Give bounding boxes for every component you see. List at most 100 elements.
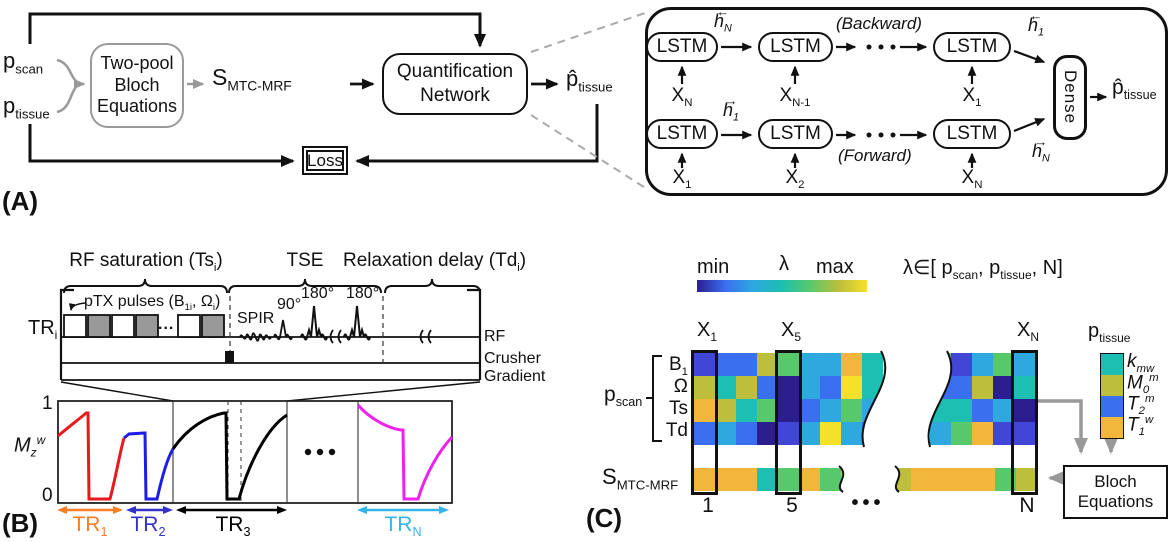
h-forward-1-label: → h1 (723, 94, 740, 124)
heatmap-cell (736, 422, 757, 445)
legend-swatch-m0m (1101, 375, 1123, 396)
heatmap-cell (736, 376, 757, 399)
heatmap-cell (820, 422, 841, 445)
heatmap-cell (799, 468, 820, 491)
legend-label-t1w: T1w (1127, 414, 1154, 439)
ptx-pulse-boxes (63, 314, 225, 338)
ptx-pulse-box-white (177, 314, 201, 338)
zoom-line-right (286, 381, 481, 402)
heatmap-cell (736, 399, 757, 422)
heatmap-cell (932, 468, 953, 491)
mz-curve-trN (356, 404, 454, 501)
ptx-label-arrow (68, 302, 87, 311)
h-forward-N-label: → hN (1032, 135, 1050, 165)
h-label-text: hN (714, 11, 732, 35)
heatmap-cell (715, 399, 736, 422)
spir-pulse (239, 332, 272, 342)
loss-box: Loss (302, 146, 348, 175)
heatmap-cell (930, 399, 951, 422)
heatmap-cell (820, 468, 841, 491)
heatmap-cell (820, 353, 841, 376)
heatmap-cell (930, 376, 951, 399)
legend-label-m0m: M0m (1127, 372, 1159, 397)
heatmap-cell (757, 468, 778, 491)
heatmap-cell (951, 376, 972, 399)
ptx-pulse-box-gray (87, 314, 111, 338)
heatmap-cell (993, 376, 1014, 399)
network-box-line: Quantification (396, 61, 514, 83)
heatmap-cell (862, 468, 883, 491)
pulse-90 (273, 319, 293, 341)
heatmap-cell (951, 399, 972, 422)
relax-brace (384, 278, 481, 294)
row-label-td: Td (665, 420, 688, 441)
crusher-gradient-blip (225, 351, 234, 363)
axis-tick-N: N (1019, 494, 1035, 517)
phat-tissue-label: p̂tissue (566, 66, 613, 95)
heatmap-to-bloch-arrow (1038, 399, 1088, 455)
lstm-box-backward-3: LSTM (933, 32, 1011, 62)
tse-section-label: TSE (286, 250, 324, 271)
heatmap-cell (841, 376, 862, 399)
heatmap-cell (953, 468, 974, 491)
zoom-line-left (60, 381, 174, 402)
merge-curve-bottom (56, 86, 78, 114)
heatmap-cell (694, 353, 715, 376)
ptx-pulse-box-gray (201, 314, 225, 338)
tr3-span-label: TR3 (215, 513, 251, 540)
heatmap-cell (930, 353, 951, 376)
ptx-pulses-label: pTX pulses (B1i, Ωi) (84, 293, 221, 314)
colorbar (697, 280, 867, 292)
x1-column-label: X1 (696, 319, 718, 344)
heatmap-cell (715, 376, 736, 399)
heatmap-cell (841, 353, 862, 376)
tse-brace (228, 278, 382, 294)
heatmap-cell (778, 422, 799, 445)
heatmap-cell (778, 376, 799, 399)
h-label-text: h1 (723, 100, 740, 124)
xn-column-label: XN (1016, 319, 1039, 344)
bloch-box-line: Bloch (114, 74, 160, 95)
heatmap-cell (1014, 399, 1035, 422)
lstm-label: LSTM (656, 36, 708, 57)
heatmap-cell (841, 468, 862, 491)
h-label-text: hN (1032, 141, 1050, 165)
lstm-label: LSTM (946, 123, 998, 144)
legend-swatch-t1w (1101, 417, 1123, 438)
mz-curve-tr1 (57, 411, 126, 501)
crusher-axis-label: Crusher (484, 350, 541, 367)
heatmap-cell (715, 468, 736, 491)
x-input-label: X1 (672, 167, 692, 191)
heatmap-cell (757, 353, 778, 376)
heatmap-cell (951, 353, 972, 376)
panelA-connectors (28, 12, 648, 190)
mtc-mrf-signal-label: SMTC-MRF (212, 64, 292, 94)
heatmap-cell (757, 399, 778, 422)
ptissue-legend-title: ptissue (1088, 320, 1131, 345)
colorbar-min-label: min (697, 256, 730, 278)
x5-column-outline (775, 350, 802, 495)
spir-label: SPIR (237, 310, 275, 327)
loss-box-inner: Loss (306, 150, 344, 171)
x-input-label: XN (671, 85, 693, 109)
inset-arrows (677, 42, 1108, 168)
quantification-network-box: Quantification Network (382, 53, 528, 115)
heatmap-cell (841, 399, 862, 422)
h-backward-N-label: ← hN (714, 4, 732, 35)
flip-90-label: 90° (277, 296, 302, 313)
heatmap-cell (993, 422, 1014, 445)
left-arrow-icon: ← (716, 4, 730, 19)
heatmap-cell (694, 468, 715, 491)
heatmap-cell (799, 422, 820, 445)
heatmap-cell (972, 376, 993, 399)
h-backward-1-label: ← h1 (1028, 9, 1044, 38)
flip-180-label: 180° (346, 285, 380, 302)
xn-column-outline (1011, 350, 1038, 495)
ptx-pulse-box-white (63, 314, 87, 338)
lstm-box-backward-2: LSTM (758, 32, 833, 62)
heatmap-cell (799, 353, 820, 376)
heatmap-cell (993, 353, 1014, 376)
legend-swatch-t2m (1101, 396, 1123, 417)
merge-curve-top (56, 58, 77, 82)
